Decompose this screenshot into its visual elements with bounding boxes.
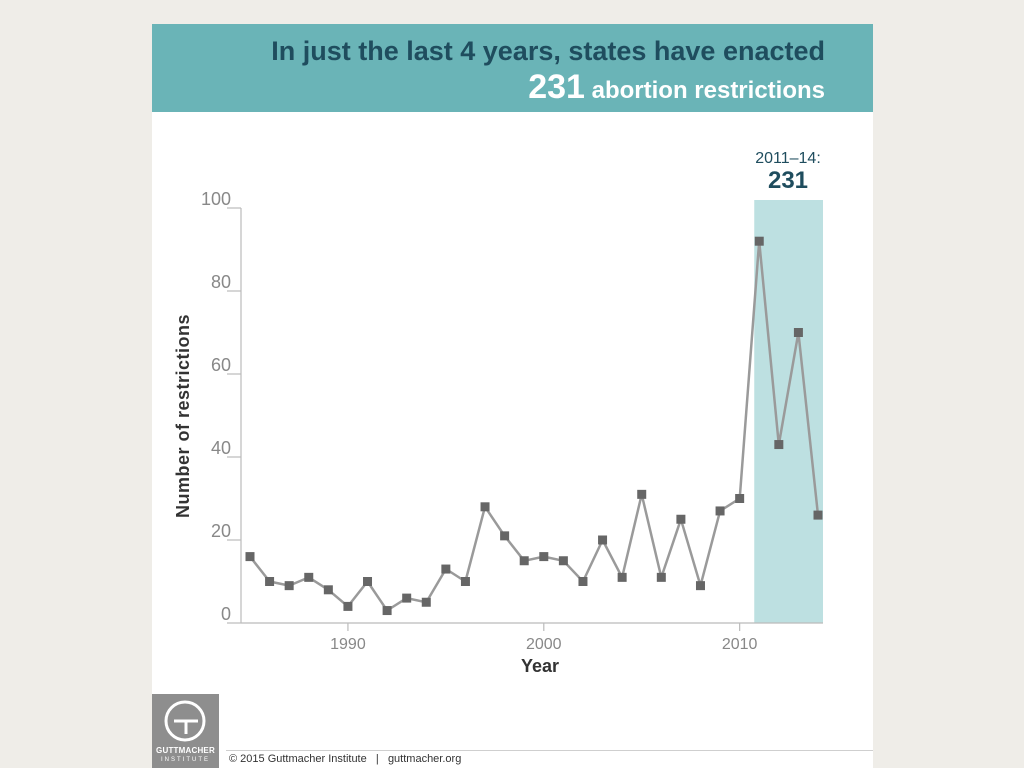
x-tick-label: 2000 bbox=[526, 636, 562, 653]
data-point bbox=[793, 328, 803, 337]
data-point bbox=[656, 572, 666, 582]
x-tick-label: 2010 bbox=[722, 636, 758, 653]
data-point bbox=[245, 552, 255, 562]
logo-sub: INSTITUTE bbox=[161, 757, 210, 763]
data-point bbox=[402, 593, 412, 603]
data-point bbox=[382, 606, 392, 616]
y-axis-label: Number of restrictions bbox=[173, 314, 193, 518]
callout-period: 2011–14: bbox=[755, 150, 821, 167]
series-line bbox=[249, 239, 820, 612]
callout-total: 231 bbox=[768, 167, 808, 194]
data-point bbox=[637, 489, 647, 499]
headline-line-2: 231 abortion restrictions bbox=[528, 68, 825, 107]
logo-g-icon bbox=[164, 700, 206, 742]
footer: © 2015 Guttmacher Institute | guttmacher… bbox=[229, 753, 461, 765]
data-point bbox=[441, 564, 451, 574]
chart-card: In just the last 4 years, states have en… bbox=[152, 24, 873, 768]
logo-name: GUTTMACHER bbox=[156, 746, 215, 755]
data-point bbox=[265, 577, 275, 586]
data-point bbox=[421, 597, 431, 607]
data-point bbox=[735, 494, 745, 503]
data-point bbox=[558, 556, 568, 566]
data-point bbox=[617, 572, 627, 582]
data-point bbox=[363, 577, 373, 586]
y-tick-label: 20 bbox=[211, 521, 231, 541]
headline-banner: In just the last 4 years, states have en… bbox=[152, 24, 873, 112]
y-tick-label: 0 bbox=[221, 604, 231, 624]
guttmacher-logo: GUTTMACHER INSTITUTE bbox=[152, 694, 219, 768]
data-point bbox=[813, 510, 823, 520]
y-tick-label: 100 bbox=[201, 189, 231, 209]
footer-copyright: © 2015 Guttmacher Institute bbox=[229, 753, 367, 765]
data-point bbox=[323, 585, 333, 595]
data-point bbox=[460, 577, 470, 586]
data-point bbox=[578, 577, 588, 586]
footer-link[interactable]: guttmacher.org bbox=[387, 753, 462, 765]
line-chart: 0 20 40 60 80 100 1990 2000 2010 2011–14: 231 Ye… bbox=[173, 150, 823, 676]
data-point bbox=[676, 514, 686, 524]
highlight-band bbox=[754, 200, 823, 623]
data-point bbox=[539, 552, 549, 562]
data-point bbox=[284, 581, 294, 591]
data-point bbox=[519, 556, 529, 566]
headline-line-1: In just the last 4 years, states have en… bbox=[271, 36, 825, 66]
headline-number: 231 bbox=[528, 68, 585, 106]
data-point bbox=[500, 531, 510, 541]
footer-divider bbox=[226, 750, 873, 751]
data-point bbox=[754, 236, 764, 246]
y-tick-label: 40 bbox=[211, 438, 231, 458]
data-point bbox=[480, 502, 490, 512]
headline-rest: abortion restrictions bbox=[591, 77, 825, 104]
data-point bbox=[598, 535, 608, 545]
footer-separator: | bbox=[375, 753, 379, 765]
x-tick-label: 1990 bbox=[330, 636, 366, 653]
y-tick-label: 60 bbox=[211, 355, 231, 375]
data-point bbox=[695, 581, 705, 591]
x-axis-label: Year bbox=[521, 656, 559, 676]
data-point bbox=[715, 506, 725, 516]
data-point bbox=[304, 572, 314, 582]
y-tick-label: 80 bbox=[211, 272, 231, 292]
data-point bbox=[343, 601, 353, 611]
data-point bbox=[774, 440, 784, 450]
